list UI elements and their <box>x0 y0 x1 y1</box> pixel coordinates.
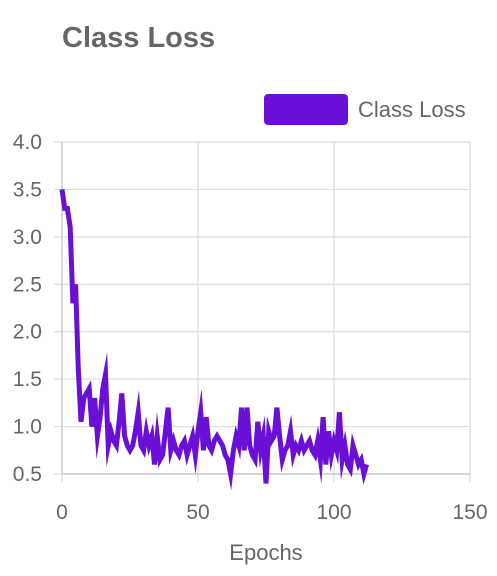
x-axis-title: Epochs <box>229 540 302 565</box>
y-tick-label: 2.5 <box>13 273 42 296</box>
series-layer <box>59 189 370 491</box>
y-axis-ticks: 0.5 1.0 1.5 2.0 2.5 3.0 3.5 4.0 <box>13 131 42 486</box>
chart-title: Class Loss <box>62 22 216 54</box>
y-tick-label: 3.0 <box>13 226 42 249</box>
chart-legend[interactable]: Class Loss <box>264 94 466 125</box>
series-line-class-loss <box>59 189 370 491</box>
legend-label: Class Loss <box>358 96 466 122</box>
x-axis-ticks: 0 50 100 150 <box>56 501 487 524</box>
x-tick-label: 100 <box>316 501 351 524</box>
y-tick-label: 3.5 <box>13 178 42 201</box>
y-tick-label: 1.0 <box>13 416 42 439</box>
x-tick-label: 150 <box>452 501 487 524</box>
y-tick-label: 1.5 <box>13 368 42 391</box>
y-tick-label: 4.0 <box>13 131 42 154</box>
grid-lines <box>54 141 471 482</box>
x-tick-label: 0 <box>56 501 68 524</box>
y-tick-label: 2.0 <box>13 321 42 344</box>
y-tick-label: 0.5 <box>13 463 42 486</box>
x-tick-label: 50 <box>186 501 209 524</box>
legend-swatch <box>264 94 348 125</box>
